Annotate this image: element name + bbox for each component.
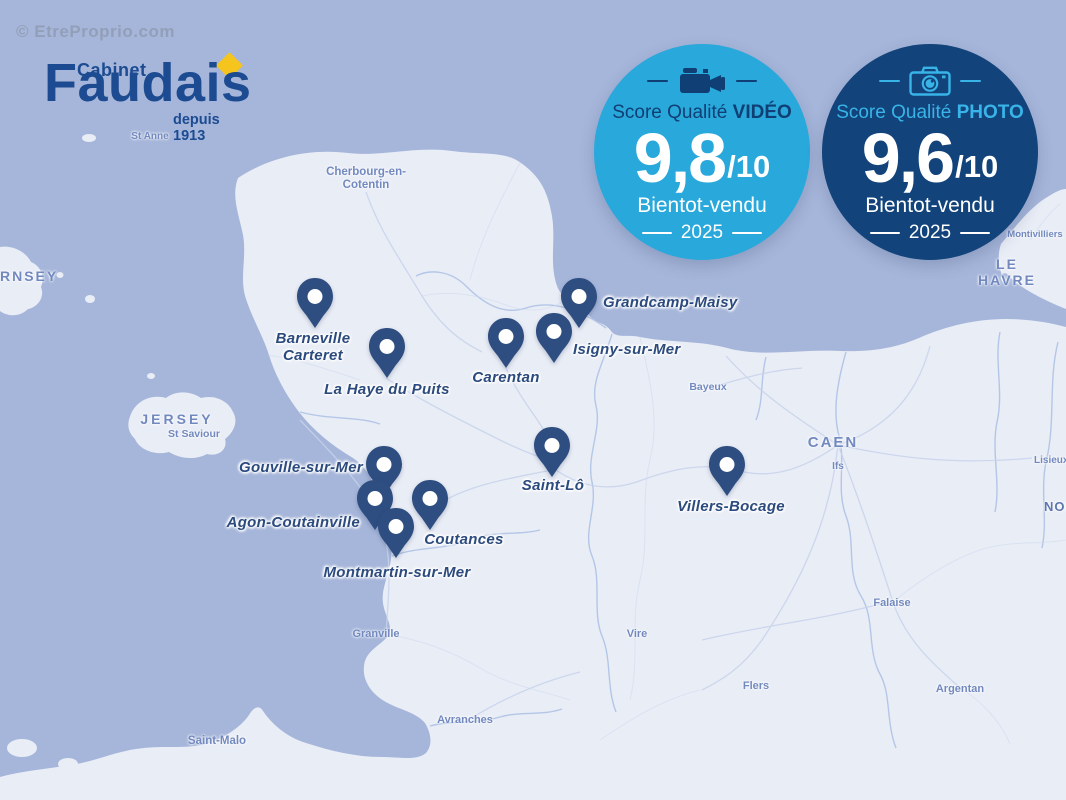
pin-grandcamp-maisy <box>561 278 597 328</box>
pin-montmartin-sur-mer <box>378 508 414 558</box>
map-label-st-saviour: St Saviour <box>168 428 220 440</box>
video-score-value: 9,8/10 <box>594 123 810 193</box>
photo-badge-year: 2025 <box>822 222 1038 244</box>
photo-camera-icon <box>909 66 951 96</box>
pin-label-montmartin-sur-mer: Montmartin-sur-Mer <box>323 564 471 581</box>
video-score-badge: Score Qualité VIDÉO 9,8/10 Bientot-vendu… <box>594 44 810 260</box>
map-label-st-anne: St Anne <box>131 131 169 142</box>
photo-badge-year-text: 2025 <box>908 222 952 243</box>
pin-label-saint-lo: Saint-Lô <box>521 477 585 494</box>
rivers <box>299 271 1059 749</box>
photo-score-number: 9,6 <box>861 119 955 197</box>
map-label-bayeux: Bayeux <box>689 381 727 393</box>
map-label-cherbourg: Cherbourg-en- Cotentin <box>326 166 406 191</box>
map-label-jersey: JERSEY <box>140 411 214 427</box>
video-badge-title-accent: VIDÉO <box>732 102 792 123</box>
pin-label-gouville-sur-mer: Gouville-sur-Mer <box>239 459 363 476</box>
pin-isigny-sur-mer <box>536 313 572 363</box>
pin-label-isigny-sur-mer: Isigny-sur-Mer <box>573 341 681 358</box>
photo-badge-title-regular: Score Qualité <box>836 102 952 123</box>
decor-line <box>879 80 900 82</box>
map-label-avranches: Avranches <box>437 714 493 726</box>
decor-line <box>869 232 900 234</box>
video-score-number: 9,8 <box>633 119 727 197</box>
video-badge-year-text: 2025 <box>680 222 724 243</box>
map-label-normandie: NOR <box>1044 499 1066 514</box>
pin-label-barneville-carteret: Barneville Carteret <box>275 330 351 364</box>
logo-faudais: Faudais <box>44 53 252 113</box>
decor-line <box>960 80 981 82</box>
pin-label-coutances: Coutances <box>424 531 504 548</box>
video-badge-title-regular: Score Qualité <box>612 102 728 123</box>
video-badge-tagline: Bientot-vendu <box>637 194 767 217</box>
map-label-caen: CAEN <box>807 434 859 451</box>
map-label-granville: Granville <box>352 628 400 640</box>
pin-label-carentan: Carentan <box>472 369 540 386</box>
map-label-ifs: Ifs <box>832 461 844 472</box>
photo-score-badge: Score Qualité PHOTO 9,6/10 Bientot-vendu… <box>822 44 1038 260</box>
map-label-lisieux: Lisieux <box>1034 455 1066 466</box>
minor-roads <box>267 162 1066 745</box>
photo-badge-title: Score Qualité PHOTO <box>822 103 1038 122</box>
pin-label-agon-coutainville: Agon-Coutainville <box>226 514 360 531</box>
pin-label-grandcamp-maisy: Grandcamp-Maisy <box>603 294 738 311</box>
photo-badge-tagline: Bientot-vendu <box>865 194 995 217</box>
pin-coutances <box>412 480 448 530</box>
pin-la-haye-du-puits <box>369 328 405 378</box>
map-label-saint-malo: Saint-Malo <box>187 735 247 747</box>
video-badge-icon-row <box>594 66 810 96</box>
map-label-falaise: Falaise <box>873 597 911 609</box>
pin-label-la-haye-du-puits: La Haye du Puits <box>324 381 450 398</box>
map-label-le-havre: LE HAVRE <box>978 256 1036 288</box>
photo-score-value: 9,6/10 <box>822 123 1038 193</box>
decor-line <box>732 232 763 234</box>
pin-label-villers-bocage: Villers-Bocage <box>677 498 785 515</box>
decor-line <box>641 232 672 234</box>
decor-line <box>960 232 991 234</box>
map-label-flers: Flers <box>742 680 770 692</box>
pin-villers-bocage <box>709 446 745 496</box>
decor-line <box>647 80 668 82</box>
pin-carentan <box>488 318 524 368</box>
pin-barneville-carteret <box>297 278 333 328</box>
map-label-argentan: Argentan <box>935 683 985 695</box>
video-badge-title: Score Qualité VIDÉO <box>594 103 810 122</box>
photo-badge-title-accent: PHOTO <box>956 102 1024 123</box>
video-score-denominator: /10 <box>727 149 771 184</box>
pin-agon-coutainville <box>357 480 393 530</box>
video-badge-year: 2025 <box>594 222 810 244</box>
logo-depuis-1913: depuis 1913 <box>173 112 220 144</box>
photo-score-denominator: /10 <box>955 149 999 184</box>
map-label-montivilliers: Montivilliers <box>1007 229 1063 240</box>
decor-line <box>736 80 757 82</box>
pin-saint-lo <box>534 427 570 477</box>
photo-badge-icon-row <box>822 66 1038 96</box>
land-shapes <box>0 134 1066 800</box>
video-camera-icon <box>680 68 725 93</box>
map-label-guernsey: RNSEY <box>0 268 59 284</box>
watermark: © EtreProprio.com <box>16 22 175 41</box>
pin-gouville-sur-mer <box>366 446 402 496</box>
map-label-vire: Vire <box>626 628 648 640</box>
logo-cabinet: Cabinet <box>77 60 147 80</box>
